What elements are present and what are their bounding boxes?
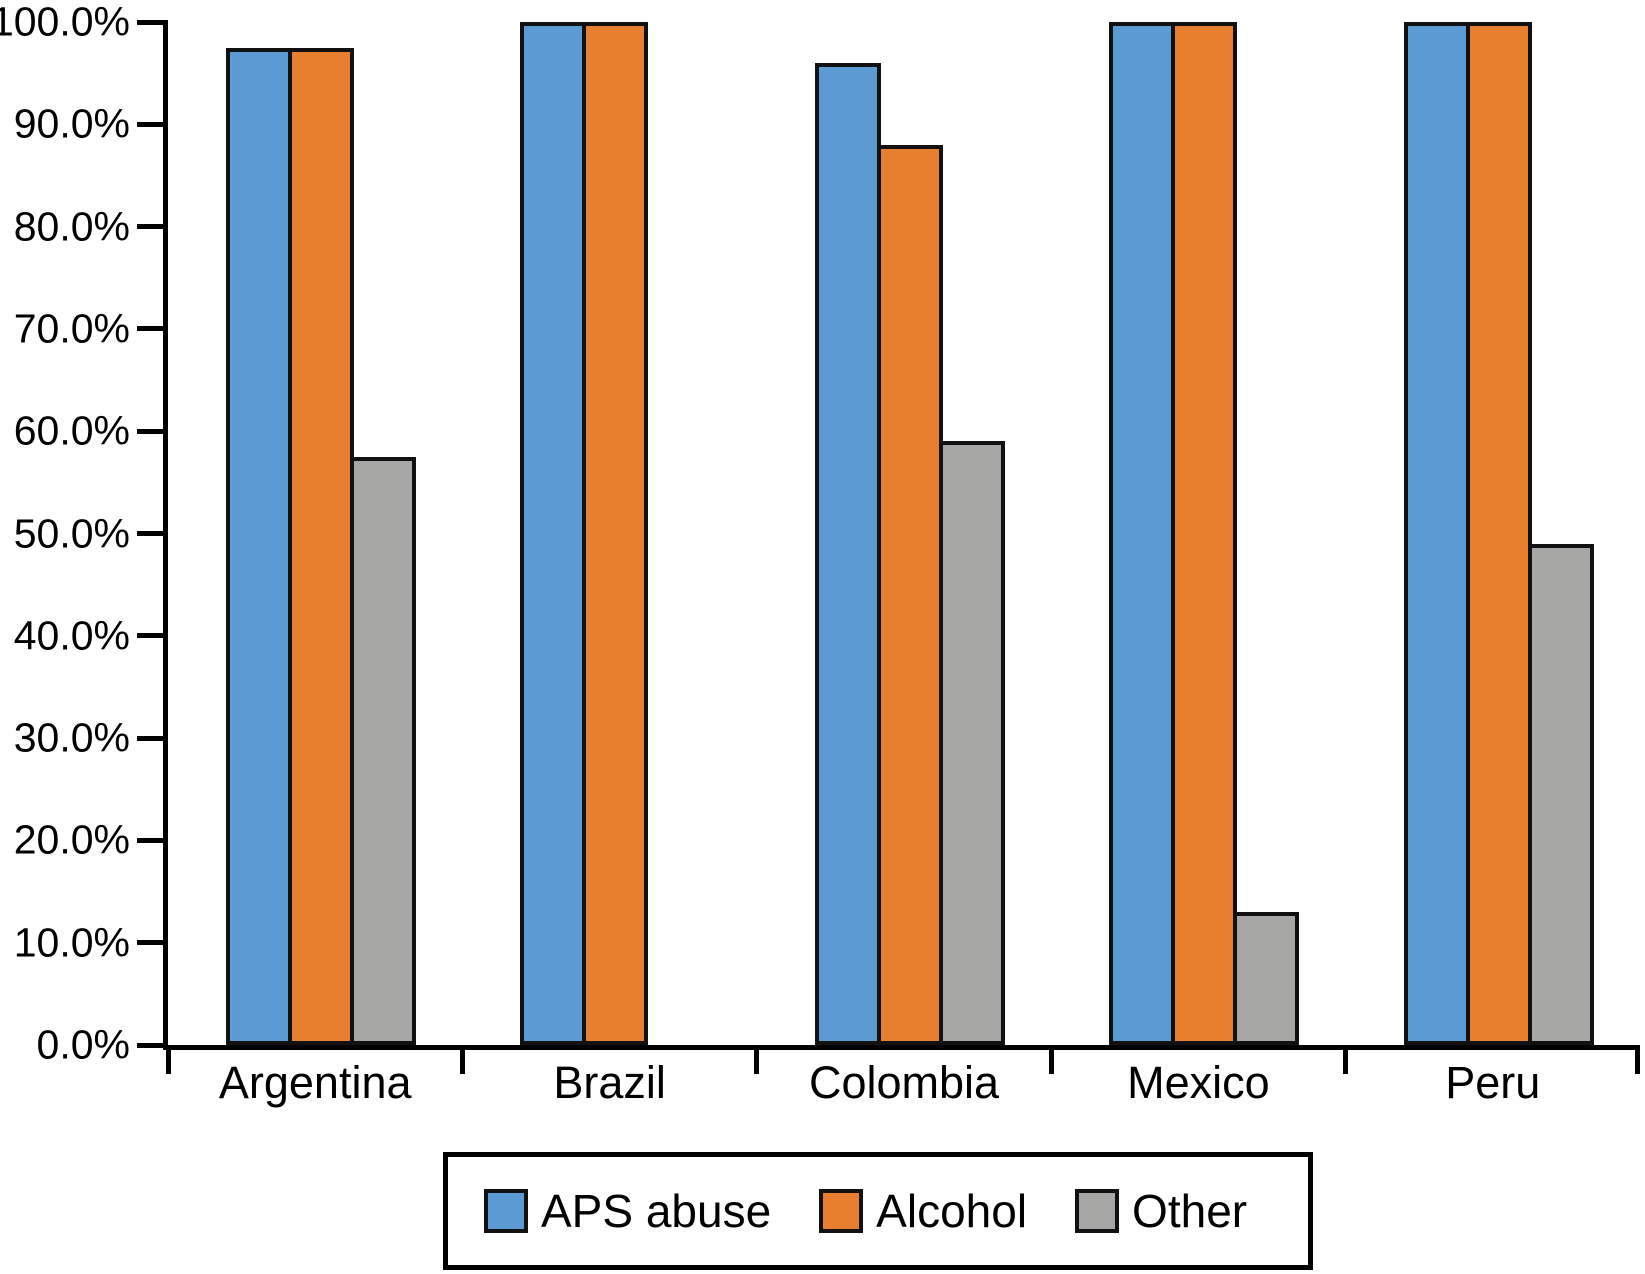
bar-colombia-alcohol [876,145,943,1045]
x-axis-tick [1048,1050,1054,1074]
y-axis-tick [137,428,163,434]
x-axis-tick [1635,1050,1640,1074]
bar-brazil-aps-abuse [520,22,587,1045]
x-axis-label-colombia: Colombia [808,1057,1000,1108]
y-axis-tick [137,940,163,946]
x-axis-tick [459,1050,465,1074]
x-axis-line [163,1045,1640,1050]
category-group-brazil [462,22,756,1045]
y-axis-tick-label: 0.0% [36,1021,130,1068]
y-axis-tick-label: 60.0% [13,407,130,454]
legend-item-other: Other [1075,1188,1247,1234]
category-group-colombia [757,22,1051,1045]
y-axis-tick [137,121,163,127]
y-axis-tick [137,326,163,332]
bar-argentina-other [350,457,416,1045]
x-axis-label-brazil: Brazil [553,1057,666,1108]
y-axis-tick [137,531,163,536]
x-axis-tick [1343,1050,1349,1074]
bar-argentina-alcohol [288,48,354,1045]
bar-peru-alcohol [1465,22,1532,1045]
y-axis-tick [137,1042,163,1048]
y-axis-tick [137,837,163,843]
y-axis-tick-label: 40.0% [13,612,130,659]
bar-colombia-other [938,441,1005,1045]
legend-label-aps-abuse: APS abuse [541,1185,772,1237]
y-axis-tick-label: 80.0% [13,203,130,250]
y-axis-tick-label: 90.0% [13,100,130,147]
legend: APS abuse Alcohol Other [443,1152,1313,1270]
x-axis-tick [165,1050,171,1074]
bar-brazil-alcohol [582,22,649,1045]
legend-swatch-aps-abuse-icon [484,1189,528,1233]
bar-mexico-other [1233,912,1300,1045]
y-axis-tick-label: 30.0% [13,714,130,761]
legend-label-alcohol: Alcohol [876,1185,1028,1237]
category-group-mexico [1051,22,1345,1045]
bar-mexico-aps-abuse [1109,22,1176,1045]
x-axis-label-peru: Peru [1445,1057,1541,1108]
y-axis-tick [137,735,163,741]
y-axis-tick-label: 100.0% [0,0,130,45]
category-group-peru [1346,22,1640,1045]
y-axis-line [163,20,168,1050]
y-axis-tick [137,224,163,230]
bar-argentina-aps-abuse [226,48,292,1045]
bar-peru-other [1527,544,1594,1045]
y-axis-tick [137,19,163,25]
legend-item-aps-abuse: APS abuse [484,1188,771,1234]
bar-peru-aps-abuse [1403,22,1470,1045]
y-axis-tick-label: 70.0% [13,305,130,352]
bar-colombia-aps-abuse [814,63,881,1045]
x-axis-label-mexico: Mexico [1127,1057,1270,1108]
x-axis-label-argentina: Argentina [218,1057,412,1108]
x-axis-tick [754,1050,760,1074]
legend-swatch-other-icon [1075,1189,1120,1233]
y-axis-tick [137,633,163,639]
legend-item-alcohol: Alcohol [819,1188,1027,1234]
plot-area: 100.0% 90.0% 80.0% 70.0% 60.0% 50.0% 40.0% 30.0… [0,1,1640,1074]
y-axis-tick-label: 20.0% [13,816,130,863]
y-axis-tick-label: 10.0% [13,919,130,966]
y-axis-tick-label: 50.0% [13,510,130,556]
category-group-argentina [168,22,462,1045]
legend-label-other: Other [1132,1185,1248,1237]
bar-mexico-alcohol [1171,22,1238,1045]
legend-swatch-alcohol-icon [819,1189,864,1233]
